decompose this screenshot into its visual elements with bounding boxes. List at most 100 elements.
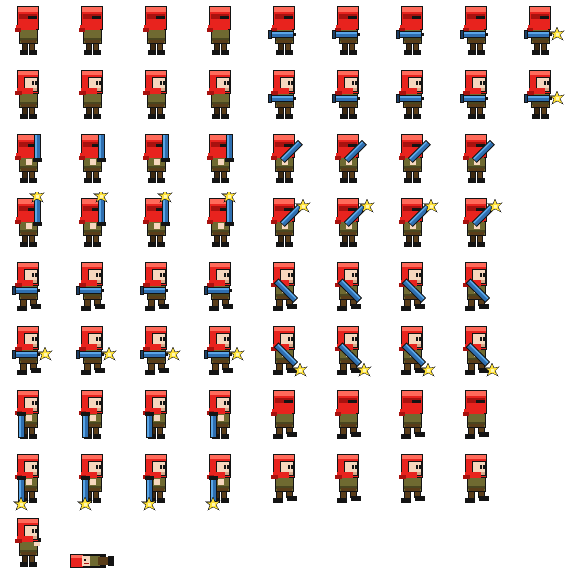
character-sprite <box>524 6 565 55</box>
sprite-frame-shoot-down-and-run-side <box>192 448 256 512</box>
character-sprite <box>12 262 41 311</box>
sprite-frame-walk-aim <box>448 256 512 320</box>
sprite-frame-walk-aim <box>320 256 384 320</box>
sprite-frame-aim-down-and-run <box>64 384 128 448</box>
sprite-frame-idle-aim-front <box>512 0 576 64</box>
sprite-frame-idle-aim-front <box>256 0 320 64</box>
character-sprite <box>207 390 231 439</box>
sprite-frame-idle-aim-front <box>64 0 128 64</box>
character-sprite <box>335 198 375 247</box>
character-sprite <box>79 134 106 183</box>
character-sprite <box>207 6 231 55</box>
character-sprite <box>332 70 360 119</box>
character-sprite <box>204 326 245 375</box>
sprite-frame-shoot-up <box>0 192 64 256</box>
sprite-frame-aim-up <box>64 128 128 192</box>
sprite-frame-idle-aim-side <box>256 64 320 128</box>
sprite-frame-idle-aim-front <box>448 0 512 64</box>
character-sprite <box>396 6 424 55</box>
character-sprite <box>460 6 488 55</box>
character-sprite <box>207 70 231 119</box>
sprite-frame-aim-down-and-run <box>256 384 320 448</box>
character-sprite <box>15 518 41 567</box>
character-sprite <box>463 454 489 503</box>
character-sprite <box>79 6 103 55</box>
sprite-frame-aim-up <box>128 128 192 192</box>
character-sprite <box>271 198 311 247</box>
sprite-frame-idle-aim-side <box>64 64 128 128</box>
sprite-frame-walk-shoot <box>256 320 320 384</box>
sprite-frame-shoot-up <box>320 192 384 256</box>
sprite-frame-idle-aim-side <box>448 64 512 128</box>
character-sprite <box>207 134 234 183</box>
character-sprite <box>524 70 565 119</box>
sprite-frame-walk-shoot <box>384 320 448 384</box>
character-sprite <box>76 326 117 375</box>
sprite-frame-idle-aim-front <box>192 0 256 64</box>
character-sprite <box>141 454 167 511</box>
character-sprite <box>335 390 361 439</box>
sprite-frame-idle-aim-side <box>0 64 64 128</box>
character-sprite <box>79 390 103 439</box>
sprite-frame-idle-aim-front <box>128 0 192 64</box>
character-sprite <box>335 134 367 183</box>
sprite-frame-aim-down-and-run <box>448 384 512 448</box>
sprite-frame-aim-down-and-run <box>192 384 256 448</box>
sprite-frame-hurt-and-dead <box>0 512 64 576</box>
sprite-frame-aim-up <box>320 128 384 192</box>
sprite-frame-idle-aim-front <box>384 0 448 64</box>
character-sprite <box>143 6 167 55</box>
sprite-frame-walk-aim <box>128 256 192 320</box>
sprite-frame-idle-aim-side <box>128 64 192 128</box>
character-sprite <box>143 390 167 439</box>
character-sprite <box>15 192 45 247</box>
character-sprite <box>335 326 372 377</box>
character-sprite <box>399 326 436 377</box>
character-sprite <box>70 554 114 568</box>
sprite-frame-walk-shoot <box>192 320 256 384</box>
sprite-frame-shoot-down-and-run-side <box>64 448 128 512</box>
sprite-frame-walk-aim <box>384 256 448 320</box>
sprite-frame-aim-down-and-run <box>0 384 64 448</box>
character-sprite <box>140 262 169 311</box>
sprite-frame-walk-shoot <box>0 320 64 384</box>
sprite-frame-shoot-up <box>256 192 320 256</box>
character-sprite <box>335 262 363 311</box>
sprite-frame-shoot-up <box>128 192 192 256</box>
character-sprite <box>205 454 231 511</box>
character-sprite <box>204 262 233 311</box>
sprite-frame-shoot-down-and-run-side <box>0 448 64 512</box>
sprite-frame-aim-up <box>256 128 320 192</box>
sprite-frame-aim-down-and-run <box>384 384 448 448</box>
sprite-frame-walk-shoot <box>448 320 512 384</box>
character-sprite <box>77 454 103 511</box>
character-sprite <box>399 198 439 247</box>
sprite-frame-aim-up <box>0 128 64 192</box>
character-sprite <box>463 262 491 311</box>
character-sprite <box>207 192 237 247</box>
sprite-frame-walk-aim <box>256 256 320 320</box>
character-sprite <box>399 454 425 503</box>
sprite-frame-shoot-down-and-run-side <box>128 448 192 512</box>
character-sprite <box>399 390 425 439</box>
character-sprite <box>463 134 495 183</box>
sprite-frame-walk-shoot <box>128 320 192 384</box>
sprite-frame-aim-down-and-run <box>128 384 192 448</box>
sprite-frame-aim-up <box>192 128 256 192</box>
sprite-frame-walk-shoot <box>64 320 128 384</box>
sprite-frame-idle-aim-side <box>384 64 448 128</box>
sprite-frame-shoot-down-and-run-side <box>256 448 320 512</box>
character-sprite <box>12 326 53 375</box>
character-sprite <box>332 6 360 55</box>
character-sprite <box>15 390 39 439</box>
character-sprite <box>463 326 500 377</box>
sprite-frame-shoot-up <box>384 192 448 256</box>
character-sprite <box>271 390 297 439</box>
sprite-frame-hurt-and-dead <box>64 512 128 576</box>
sprite-frame-shoot-down-and-run-side <box>448 448 512 512</box>
character-sprite <box>460 70 488 119</box>
character-sprite <box>76 262 105 311</box>
character-sprite <box>399 262 427 311</box>
character-sprite <box>79 70 103 119</box>
sprite-frame-shoot-up <box>64 192 128 256</box>
